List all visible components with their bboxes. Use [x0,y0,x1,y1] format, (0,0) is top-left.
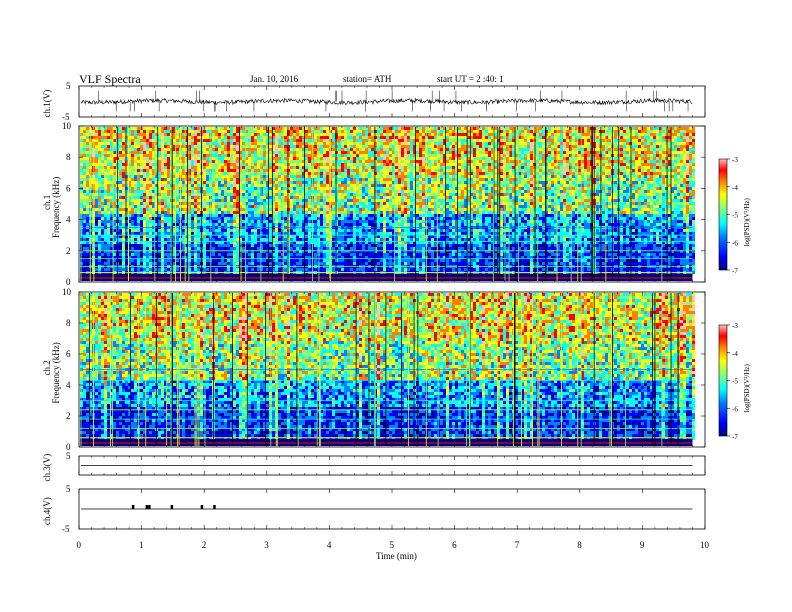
x-tick-label: 10 [700,540,710,550]
series-line-ch1 [81,98,692,104]
x-tick-label: 4 [327,540,332,550]
x-tick-label: 5 [390,540,395,550]
x-axis-label: Time (min) [376,551,417,561]
colorbar-tick-label: -5 [732,212,738,220]
waveform-spike [132,505,135,509]
y-tick-label: 6 [66,183,71,193]
colorbar-tick-label: -7 [732,433,738,441]
y-tick-label: 4 [66,215,71,225]
waveform-spike [148,505,151,509]
waveform-spike [146,505,149,509]
y-axis-label-ch1: ch.1(V) [42,90,52,118]
y-tick-label: 10 [62,121,72,131]
y-tick-label: 8 [66,152,71,162]
waveform-spike [201,505,204,509]
x-tick-label: 3 [264,540,269,550]
colorbar-label: log(PSD)(V²/Hz) [743,197,751,246]
y-tick-label: 6 [66,349,71,359]
y-tick-label: 5 [66,484,71,494]
colorbar-tick-label: -6 [732,239,738,247]
y-tick-label: 2 [66,411,71,421]
x-tick-label: 8 [577,540,582,550]
y-tick-label: 8 [66,318,71,328]
y-tick-label: 2 [66,246,71,256]
y-tick-label: -5 [62,524,70,534]
y-axis-label-frequency: Frequency (kHz) [51,342,61,403]
y-tick-label: 5 [66,451,71,461]
y-tick-label: 5 [66,81,71,91]
y-axis-label-ch4: ch.4(V) [42,497,52,525]
colorbar-tick-label: -3 [732,156,738,164]
waveform-spike [171,505,174,509]
y-axis-label-frequency: Frequency (kHz) [51,177,61,238]
x-tick-label: 6 [452,540,457,550]
vlf-spectra-figure: 5-5ch.1(V)0246810ch.1 Frequency (kHz)-3-4… [0,0,792,612]
ch2-spectrogram-colorbar [719,325,727,436]
ch1-spectrogram-heatmap [80,127,695,281]
colorbar-tick-label: -6 [732,405,738,413]
y-axis-label-ch3: ch.3(V) [42,454,52,482]
x-tick-label: 1 [139,540,144,550]
x-tick-label: 0 [77,540,82,550]
y-tick-label: 10 [62,287,72,297]
x-tick-label: 7 [515,540,520,550]
colorbar-tick-label: -4 [732,184,738,192]
colorbar-label: log(PSD)(V²/Hz) [743,363,751,412]
x-tick-label: 9 [640,540,645,550]
y-tick-label: 0 [66,277,71,287]
y-tick-label: 4 [66,380,71,390]
ch1-spectrogram-colorbar [719,159,727,270]
x-tick-label: 2 [202,540,207,550]
ch2-spectrogram-heatmap [80,293,695,446]
colorbar-tick-label: -3 [732,322,738,330]
colorbar-tick-label: -5 [732,378,738,386]
colorbar-tick-label: -4 [732,350,738,358]
colorbar-tick-label: -7 [732,267,738,275]
waveform-spike [213,505,216,509]
